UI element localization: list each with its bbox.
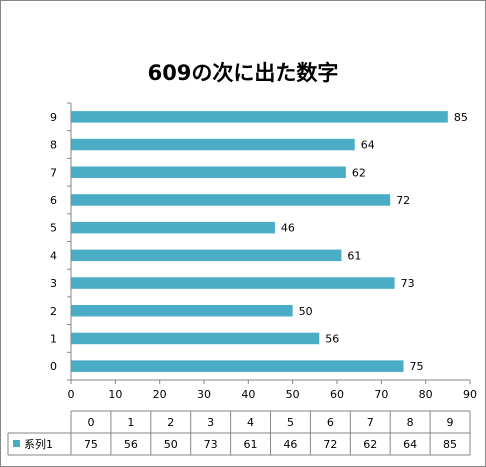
data-label-4: 61 <box>347 249 361 262</box>
data-label-2: 50 <box>299 305 313 318</box>
bars-layer: 75 56 50 73 61 46 72 62 64 85 <box>71 111 468 373</box>
table-header-5: 5 <box>287 416 294 429</box>
y-tick-label-5: 5 <box>50 222 57 235</box>
y-tick-label-1: 1 <box>50 332 57 345</box>
table-header-1: 1 <box>127 416 134 429</box>
data-label-1: 56 <box>325 332 339 345</box>
bar-5 <box>71 221 275 234</box>
table-value-0: 75 <box>84 438 98 451</box>
data-label-0: 75 <box>410 360 424 373</box>
table-value-3: 73 <box>204 438 218 451</box>
bar-6 <box>71 194 391 206</box>
x-tick-label-0: 0 <box>68 388 75 401</box>
data-label-5: 46 <box>281 222 295 235</box>
x-tick-label-60: 60 <box>330 388 344 401</box>
table-header-3: 3 <box>207 416 214 429</box>
y-tick-label-8: 8 <box>50 139 57 152</box>
table-header-6: 6 <box>327 416 334 429</box>
bar-4 <box>71 249 342 262</box>
data-label-3: 73 <box>401 277 415 290</box>
y-tick-label-4: 4 <box>50 249 57 262</box>
x-tick-label-80: 80 <box>419 388 433 401</box>
data-table: 0 75 1 56 2 50 3 73 4 61 5 46 6 72 7 62 8 64 9 85 系列1 <box>7 410 471 456</box>
x-tick-label-10: 10 <box>108 388 122 401</box>
bar-8 <box>71 138 355 151</box>
table-header-4: 4 <box>247 416 254 429</box>
y-tick-label-0: 0 <box>50 360 57 373</box>
data-label-7: 62 <box>352 166 366 179</box>
bar-9 <box>71 111 448 123</box>
x-tick-label-90: 90 <box>463 388 477 401</box>
table-value-1: 56 <box>124 438 138 451</box>
chart-title: 609の次に出た数字 <box>148 61 339 85</box>
bar-2 <box>71 305 293 317</box>
table-value-5: 46 <box>283 438 297 451</box>
table-value-6: 72 <box>323 438 337 451</box>
table-header-8: 8 <box>407 416 414 429</box>
bar-0 <box>71 360 404 372</box>
table-header-2: 2 <box>167 416 174 429</box>
table-value-9: 85 <box>443 438 457 451</box>
table-value-7: 62 <box>363 438 377 451</box>
table-value-4: 61 <box>244 438 258 451</box>
legend-key <box>13 440 20 447</box>
y-tick-label-9: 9 <box>50 111 57 124</box>
table-value-2: 50 <box>164 438 178 451</box>
x-tick-label-50: 50 <box>286 388 300 401</box>
data-label-8: 64 <box>361 139 375 152</box>
table-header-0: 0 <box>87 416 94 429</box>
y-tick-label-7: 7 <box>50 166 57 179</box>
y-tick-label-2: 2 <box>50 305 57 318</box>
table-header-9: 9 <box>447 416 454 429</box>
y-tick-label-3: 3 <box>50 277 57 290</box>
bar-3 <box>71 277 395 289</box>
y-tick-label-6: 6 <box>50 194 57 207</box>
x-tick-label-20: 20 <box>153 388 167 401</box>
bar-1 <box>71 332 320 345</box>
bar-7 <box>71 166 346 178</box>
x-tick-label-70: 70 <box>374 388 388 401</box>
data-label-6: 72 <box>396 194 410 207</box>
table-value-8: 64 <box>403 438 417 451</box>
series-name: 系列1 <box>24 437 53 451</box>
x-tick-label-40: 40 <box>241 388 255 401</box>
x-tick-label-30: 30 <box>197 388 211 401</box>
table-header-7: 7 <box>367 416 374 429</box>
data-label-9: 85 <box>454 111 468 124</box>
